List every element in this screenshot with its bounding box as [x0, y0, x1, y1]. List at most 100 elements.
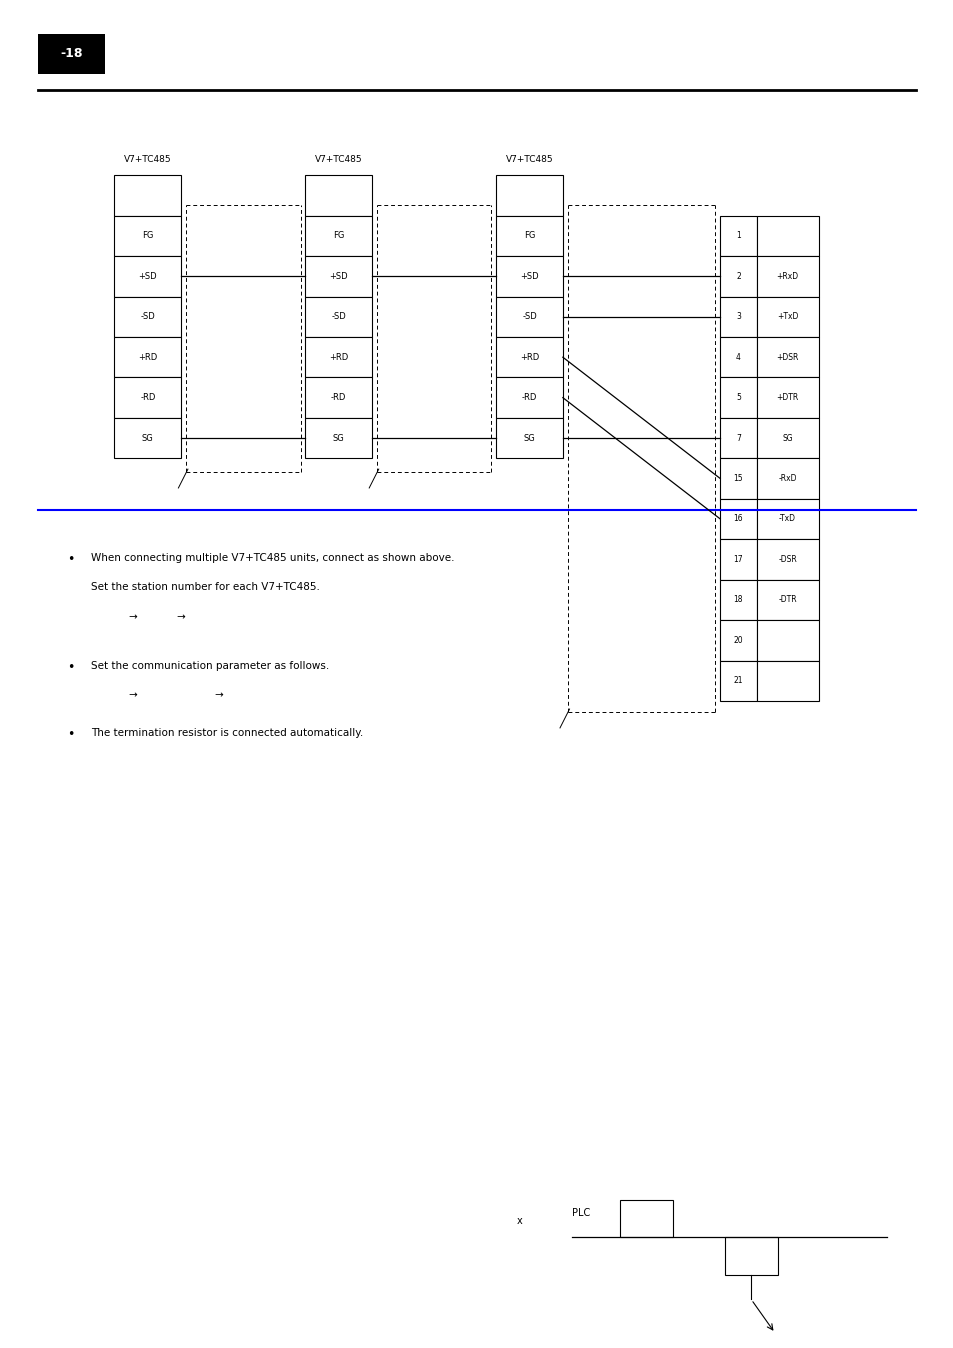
Text: When connecting multiple V7+TC485 units, connect as shown above.: When connecting multiple V7+TC485 units,…: [91, 553, 454, 562]
Text: Set the station number for each V7+TC485.: Set the station number for each V7+TC485…: [91, 582, 319, 592]
Text: -DTR: -DTR: [778, 596, 796, 604]
Bar: [756, 297, 818, 337]
Text: -TxD: -TxD: [779, 515, 795, 523]
Text: The termination resistor is connected automatically.: The termination resistor is connected au…: [91, 728, 362, 737]
Bar: [720, 216, 756, 256]
Text: V7+TC485: V7+TC485: [314, 155, 362, 164]
Text: +SD: +SD: [519, 272, 538, 280]
Bar: [114, 175, 181, 216]
Bar: [496, 175, 562, 216]
Bar: [720, 418, 756, 458]
Text: -DSR: -DSR: [778, 555, 796, 563]
Bar: [720, 256, 756, 297]
Bar: [619, 1200, 672, 1237]
Text: x: x: [517, 1216, 522, 1227]
Text: +RD: +RD: [329, 353, 348, 361]
Bar: [305, 216, 372, 256]
Bar: [720, 499, 756, 539]
Text: 4: 4: [735, 353, 740, 361]
Text: -RxD: -RxD: [778, 474, 796, 483]
Bar: [756, 458, 818, 499]
Text: -RD: -RD: [140, 394, 155, 402]
Text: V7+TC485: V7+TC485: [124, 155, 172, 164]
Bar: [114, 418, 181, 458]
Bar: [756, 337, 818, 377]
Bar: [720, 620, 756, 661]
Text: V7+TC485: V7+TC485: [505, 155, 553, 164]
Bar: [756, 539, 818, 580]
Bar: [114, 256, 181, 297]
Bar: [305, 256, 372, 297]
Bar: [756, 256, 818, 297]
Bar: [114, 216, 181, 256]
Bar: [496, 256, 562, 297]
Bar: [496, 297, 562, 337]
Text: •: •: [67, 553, 74, 566]
Text: 16: 16: [733, 515, 742, 523]
Text: 18: 18: [733, 596, 742, 604]
Bar: [720, 539, 756, 580]
Text: 7: 7: [735, 434, 740, 442]
Text: 20: 20: [733, 636, 742, 644]
Text: +TxD: +TxD: [776, 313, 798, 321]
Bar: [114, 337, 181, 377]
Text: +SD: +SD: [138, 272, 157, 280]
Bar: [496, 377, 562, 418]
Bar: [720, 661, 756, 701]
Bar: [496, 337, 562, 377]
Text: 17: 17: [733, 555, 742, 563]
Bar: [114, 297, 181, 337]
Text: +DSR: +DSR: [776, 353, 798, 361]
Text: •: •: [67, 661, 74, 674]
Text: -SD: -SD: [140, 313, 155, 321]
Text: SG: SG: [523, 434, 535, 442]
Text: 5: 5: [735, 394, 740, 402]
Text: →: →: [176, 612, 185, 621]
Bar: [114, 377, 181, 418]
Bar: [496, 216, 562, 256]
Text: SG: SG: [333, 434, 344, 442]
Text: FG: FG: [523, 232, 535, 240]
Bar: [305, 377, 372, 418]
Text: →: →: [129, 690, 137, 700]
Text: FG: FG: [142, 232, 153, 240]
Text: +RD: +RD: [519, 353, 538, 361]
FancyBboxPatch shape: [38, 34, 105, 74]
Text: •: •: [67, 728, 74, 741]
Text: -SD: -SD: [331, 313, 346, 321]
Text: 2: 2: [736, 272, 740, 280]
Text: +SD: +SD: [329, 272, 348, 280]
Text: +RD: +RD: [138, 353, 157, 361]
Bar: [756, 580, 818, 620]
Text: →: →: [129, 612, 137, 621]
Text: +DTR: +DTR: [776, 394, 798, 402]
Text: Set the communication parameter as follows.: Set the communication parameter as follo…: [91, 661, 329, 670]
Bar: [720, 458, 756, 499]
Bar: [305, 297, 372, 337]
Text: +RxD: +RxD: [776, 272, 798, 280]
Bar: [305, 337, 372, 377]
Text: PLC: PLC: [572, 1208, 590, 1219]
Bar: [496, 418, 562, 458]
Bar: [756, 418, 818, 458]
Text: -18: -18: [60, 47, 83, 61]
Bar: [305, 175, 372, 216]
Text: -RD: -RD: [521, 394, 537, 402]
Bar: [305, 418, 372, 458]
Text: 1: 1: [736, 232, 740, 240]
Text: -SD: -SD: [521, 313, 537, 321]
Bar: [720, 580, 756, 620]
Text: SG: SG: [781, 434, 792, 442]
Text: FG: FG: [333, 232, 344, 240]
Bar: [756, 499, 818, 539]
Text: -RD: -RD: [331, 394, 346, 402]
Text: SG: SG: [142, 434, 153, 442]
Bar: [720, 337, 756, 377]
Text: →: →: [214, 690, 223, 700]
Bar: [724, 1237, 777, 1275]
Bar: [756, 377, 818, 418]
Bar: [756, 216, 818, 256]
Text: 3: 3: [735, 313, 740, 321]
Bar: [756, 661, 818, 701]
Text: 15: 15: [733, 474, 742, 483]
